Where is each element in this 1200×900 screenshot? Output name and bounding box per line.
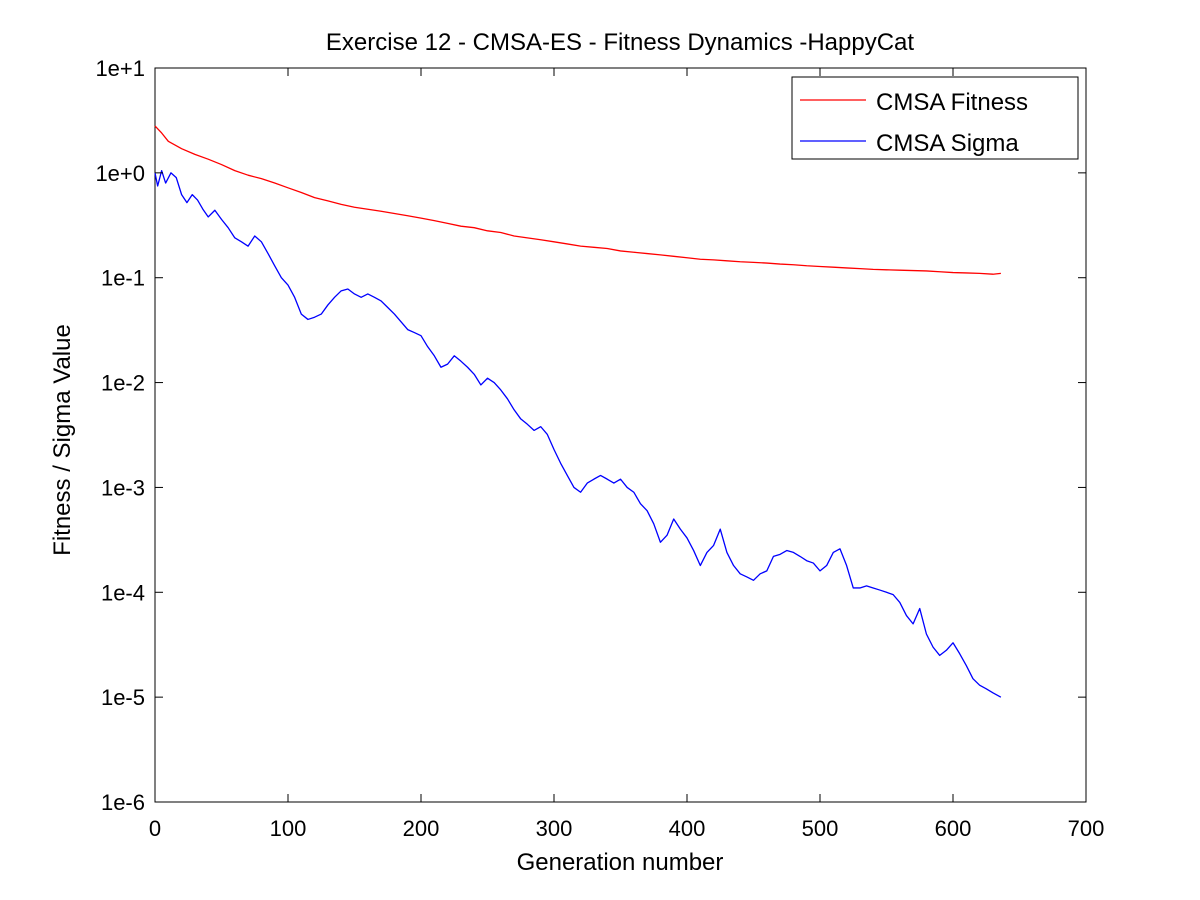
y-tick-label: 1e-6 [101, 790, 145, 815]
x-tick-label: 400 [669, 816, 706, 841]
x-tick-label: 600 [935, 816, 972, 841]
y-tick-label: 1e-2 [101, 371, 145, 396]
x-tick-label: 100 [270, 816, 307, 841]
legend-label-sigma: CMSA Sigma [876, 130, 1019, 157]
x-tick-label: 200 [403, 816, 440, 841]
tick-layer: 0 100 200 300 400 500 600 700 1e-6 1e-5 1e-4 1e-3 1e… [95, 56, 1104, 841]
y-tick-label: 1e-4 [101, 580, 145, 605]
plot-frame [154, 67, 1087, 803]
series-layer [154, 125, 1002, 698]
y-tick-label: 1e+0 [95, 161, 145, 186]
x-tick-label: 300 [536, 816, 573, 841]
y-tick-label: 1e-3 [101, 475, 145, 500]
x-tick-label: 500 [802, 816, 839, 841]
fitness-series-line [154, 125, 1001, 275]
sigma-series-line [154, 169, 1002, 698]
legend-label-fitness: CMSA Fitness [876, 89, 1028, 116]
y-tick-label: 1e-1 [101, 266, 145, 291]
chart-title: Exercise 12 - CMSA-ES - Fitness Dynamics… [326, 29, 914, 56]
x-axis-label: Generation number [517, 849, 724, 876]
y-axis-label: Fitness / Sigma Value [49, 324, 76, 556]
legend: CMSA Fitness CMSA Sigma [791, 76, 1079, 160]
legend-box [791, 76, 1079, 160]
x-tick-label: 0 [149, 816, 161, 841]
x-tick-label: 700 [1068, 816, 1105, 841]
plot-area: 0 100 200 300 400 500 600 700 1e-6 1e-5 1e-4 1e-3 1e… [95, 56, 1104, 841]
y-tick-label: 1e-5 [101, 685, 145, 710]
y-tick-label: 1e+1 [95, 56, 145, 81]
